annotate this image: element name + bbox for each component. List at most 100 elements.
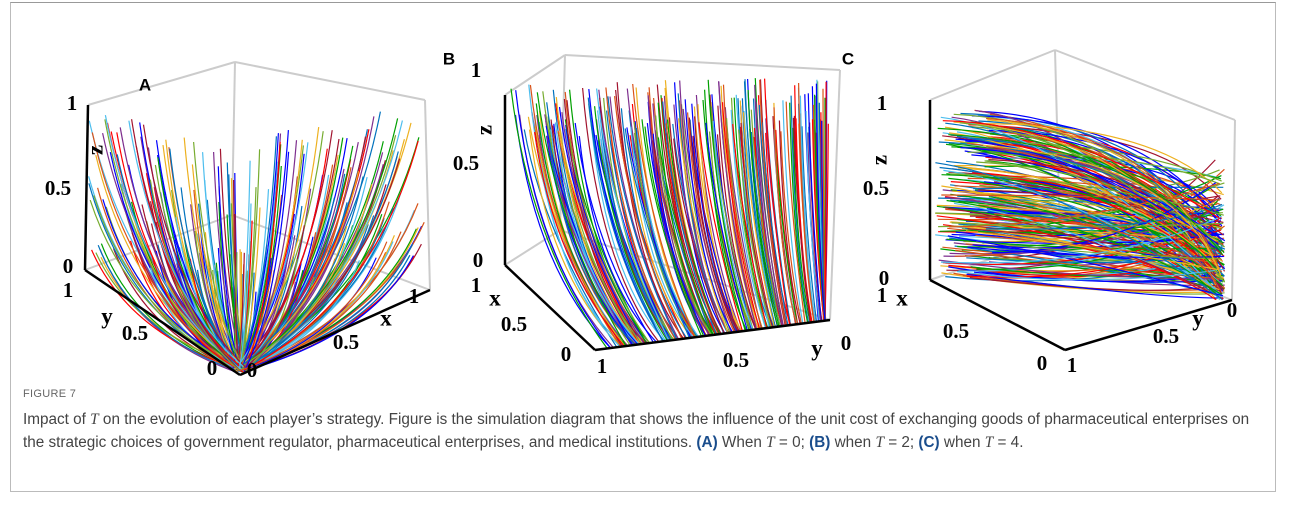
axis-label: z — [82, 145, 107, 155]
trajectory — [239, 130, 289, 371]
axis-label: x — [380, 305, 392, 330]
tick-label: 0 — [473, 248, 484, 272]
trajectory — [91, 132, 240, 371]
tick-label: 0 — [561, 342, 572, 366]
trajectory — [815, 83, 826, 321]
trajectory — [632, 83, 696, 338]
axis-line — [929, 278, 1066, 352]
trajectory — [984, 181, 1224, 292]
axis-line — [594, 318, 831, 352]
axis-label: y — [101, 303, 113, 328]
trajectory — [948, 182, 1220, 228]
trajectory — [975, 234, 1218, 264]
tick-label: 0.5 — [333, 330, 359, 354]
tick-label: 0 — [879, 266, 890, 290]
trajectory — [149, 179, 241, 372]
trajectory — [764, 78, 791, 325]
trajectory — [510, 88, 608, 349]
caption-part: = 2; — [883, 434, 919, 451]
box-edge — [564, 54, 841, 71]
trajectory — [749, 128, 780, 327]
trajectory — [778, 120, 801, 324]
trajectory — [811, 119, 825, 321]
trajectory — [942, 120, 1220, 219]
trajectory — [943, 169, 1217, 290]
trajectory — [694, 116, 740, 332]
trajectory — [799, 95, 816, 322]
caption-part: Impact of — [23, 411, 91, 428]
axis-line — [504, 264, 596, 351]
trajectory — [712, 120, 754, 330]
axis-line — [239, 288, 431, 377]
trajectory — [657, 102, 714, 335]
trajectory — [128, 120, 244, 367]
tick-label: 0 — [841, 331, 852, 355]
trajectory — [971, 115, 1223, 227]
trajectory — [960, 141, 1222, 182]
caption-part: T — [984, 434, 994, 451]
trajectory — [730, 109, 767, 328]
panel-label: B — [443, 49, 455, 68]
trajectory — [960, 146, 1226, 242]
trajectory — [967, 246, 1224, 259]
trajectory — [241, 138, 340, 373]
trajectory — [233, 179, 239, 367]
trajectory — [534, 126, 626, 347]
trajectory — [759, 79, 787, 326]
tick-label: 0.5 — [1153, 324, 1179, 348]
tick-label: 0.5 — [453, 151, 479, 175]
trajectory — [91, 249, 236, 369]
trajectory — [665, 123, 720, 335]
trajectory — [561, 112, 645, 344]
trajectory — [716, 134, 757, 330]
tick-label: 1 — [471, 58, 482, 82]
box-edge — [1054, 49, 1236, 121]
caption-part: when — [939, 434, 985, 451]
tick-label: 0 — [247, 358, 258, 382]
trajectory — [641, 119, 702, 337]
trajectory — [528, 84, 621, 348]
tick-label: 1 — [877, 283, 888, 307]
trajectory — [183, 137, 242, 369]
trajectory — [536, 92, 627, 347]
trajectory — [707, 79, 750, 331]
trajectory — [969, 277, 1217, 291]
axis-label: y — [1192, 305, 1204, 330]
trajectory — [824, 81, 827, 321]
trajectory — [948, 134, 1224, 256]
trajectory — [240, 118, 399, 368]
trajectory — [987, 119, 1221, 274]
caption-part: When — [717, 434, 767, 451]
trajectories — [88, 111, 425, 373]
box-edge — [504, 229, 561, 266]
trajectory — [740, 122, 774, 327]
trajectory — [982, 245, 1220, 271]
trajectory — [609, 96, 679, 340]
trajectory — [967, 196, 1221, 291]
trajectory — [647, 95, 707, 336]
trajectory — [994, 213, 1217, 285]
trajectory — [754, 84, 783, 326]
trajectory — [236, 135, 397, 370]
tick-label: 1 — [597, 354, 608, 378]
tick-label: 0.5 — [45, 176, 71, 200]
trajectory — [554, 122, 640, 345]
trajectory — [244, 258, 298, 372]
tick-label: 0 — [1037, 351, 1048, 375]
tick-label: 1 — [67, 91, 78, 115]
caption-part: = 4. — [993, 434, 1024, 451]
tick-label: 0 — [207, 356, 218, 380]
tick-label: 1 — [471, 273, 482, 297]
trajectory — [801, 126, 817, 322]
trajectory — [142, 124, 246, 368]
trajectories — [935, 109, 1226, 301]
panel-label: A — [139, 75, 151, 94]
trajectory — [607, 96, 678, 340]
trajectory — [574, 122, 654, 343]
trajectory — [759, 79, 788, 326]
trajectory — [590, 118, 665, 342]
trajectory — [983, 144, 1222, 276]
trajectory — [569, 139, 650, 344]
trajectory — [940, 215, 1222, 264]
